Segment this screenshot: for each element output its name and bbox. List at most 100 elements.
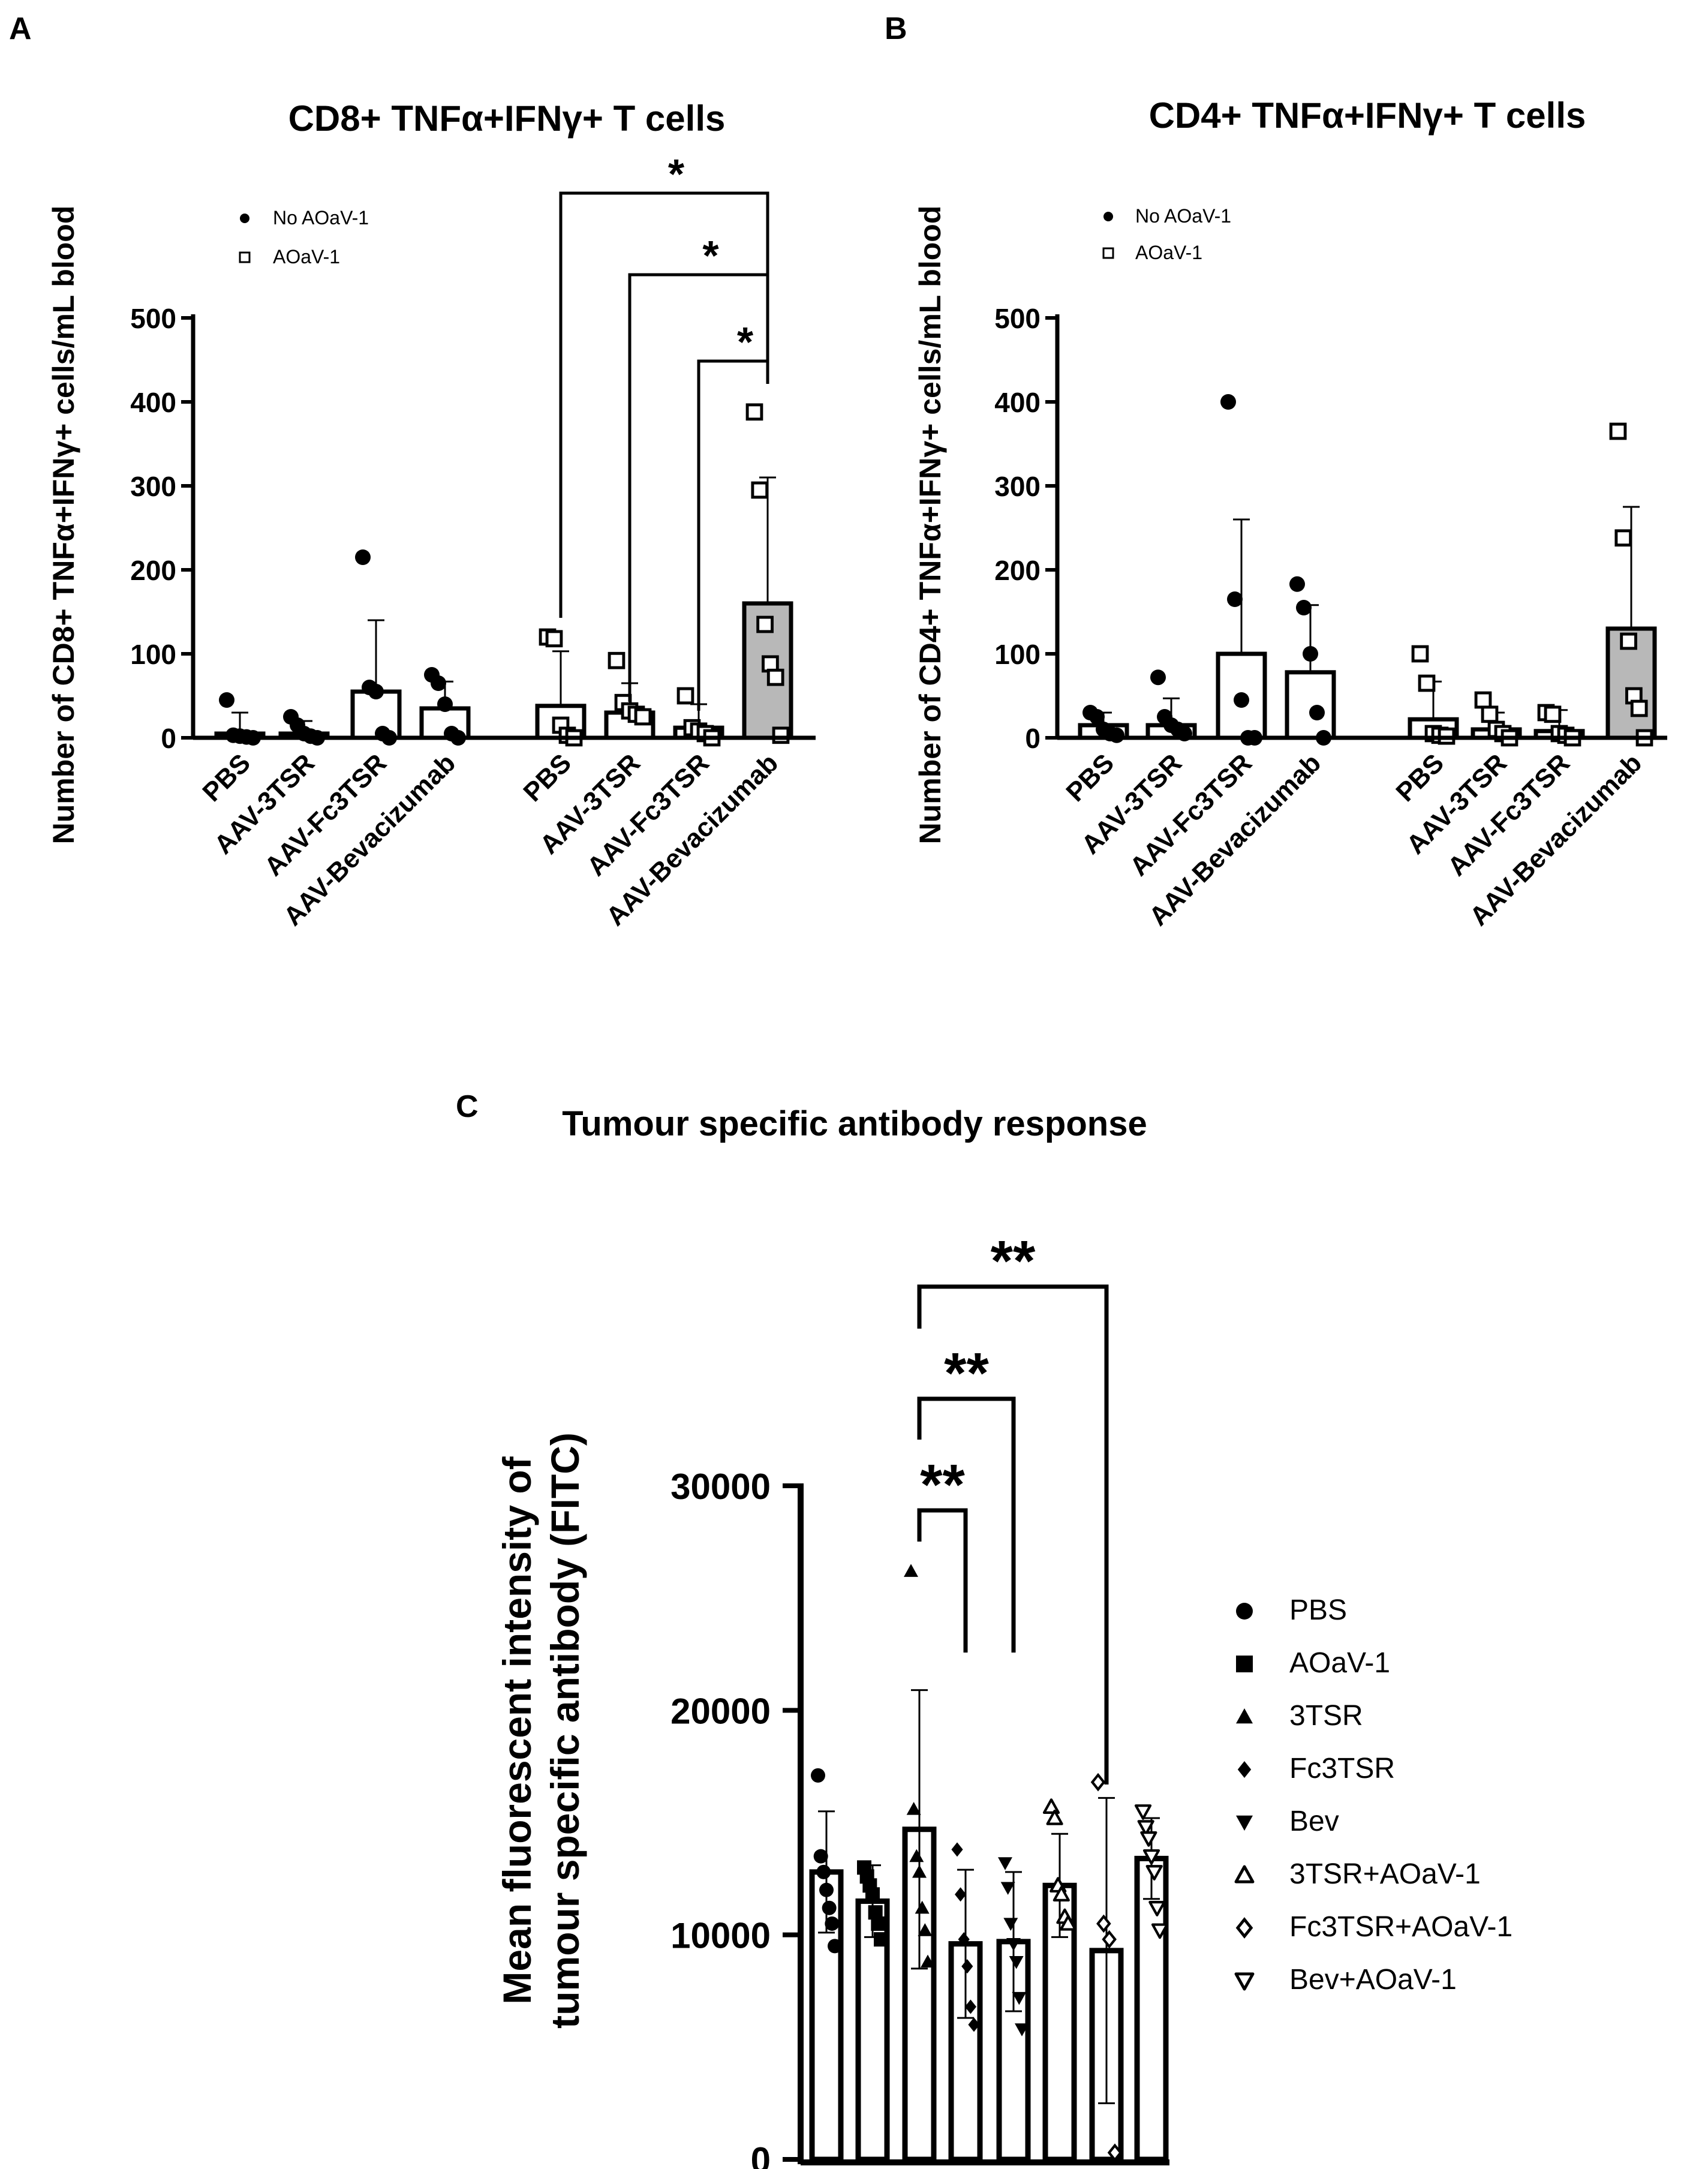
data-point: [608, 651, 626, 669]
significance-bracket: [917, 1284, 1109, 1785]
bar: [902, 1826, 937, 2162]
data-point: [968, 2017, 980, 2032]
legend-label: Fc3TSR: [1289, 1753, 1395, 1785]
legend-aoav-icon: [1102, 247, 1114, 259]
data-point: [955, 1887, 967, 1902]
data-point: [431, 675, 446, 691]
data-point: [1234, 692, 1249, 708]
data-point: [1289, 576, 1305, 592]
significance-label: **: [920, 1453, 965, 1517]
data-point: [1151, 1923, 1169, 1939]
legend-marker: [1235, 1917, 1253, 1939]
panel-c-legend: PBS AOaV-1 3TSR Fc3TSR Bev 3TSR+AOaV-1 Fc3TSR+…: [1234, 1594, 1512, 1996]
legend-no-aoav-label: No AOaV-1: [273, 207, 369, 229]
data-point: [1630, 699, 1648, 717]
significance-bracket: [917, 1508, 968, 1653]
data-point: [1015, 2023, 1029, 2036]
data-point: [1107, 2143, 1123, 2162]
panel-c-label: C: [456, 1089, 479, 1124]
legend-no-aoav-icon: [240, 214, 249, 223]
legend-no-aoav-icon: [1103, 212, 1113, 221]
panel-c-ylabel-line1: Mean fluorescent intensity of: [495, 1456, 539, 2004]
data-point: [1109, 727, 1124, 743]
data-point: [545, 630, 563, 648]
data-point: [918, 1923, 933, 1936]
data-point: [906, 1802, 921, 1815]
panel-a-label: A: [9, 11, 32, 46]
significance-label: **: [944, 1341, 989, 1405]
data-point: [912, 1864, 927, 1878]
data-point: [1411, 645, 1429, 663]
y-tick-label: 500: [130, 303, 176, 334]
data-point: [1474, 691, 1492, 709]
panel-c-title: Tumour specific antibody response: [562, 1104, 1147, 1143]
data-point: [1053, 1886, 1070, 1901]
significance-label: *: [668, 151, 685, 197]
data-point: [828, 1939, 842, 1954]
panel-a-legend: No AOaV-1 AOaV-1: [239, 207, 369, 268]
legend-no-aoav-label: No AOaV-1: [1135, 205, 1231, 227]
y-tick-label: 20000: [670, 1691, 771, 1731]
y-tick-label: 300: [130, 471, 176, 502]
data-point: [1134, 1804, 1152, 1820]
data-point: [1150, 669, 1166, 686]
y-tick-label: 400: [994, 387, 1041, 418]
legend-aoav-icon: [239, 251, 251, 263]
data-point: [1142, 1849, 1160, 1865]
data-point: [1059, 1915, 1077, 1931]
data-point: [745, 403, 763, 421]
significance-label: *: [737, 319, 754, 365]
legend-label: 3TSR+AOaV-1: [1289, 1858, 1481, 1890]
legend-label: Fc3TSR+AOaV-1: [1289, 1911, 1512, 1943]
panel-a-ylabel: Number of CD8+ TNFα+IFNγ+ cells/mL blood: [47, 206, 80, 845]
data-point: [1227, 591, 1243, 607]
data-point: [1620, 632, 1637, 650]
y-tick-label: 100: [994, 639, 1041, 670]
y-tick-label: 500: [994, 303, 1041, 334]
y-tick-label: 400: [130, 387, 176, 418]
legend-marker: [1234, 1865, 1255, 1883]
y-tick-label: 200: [130, 555, 176, 586]
y-tick-label: 200: [994, 555, 1041, 586]
data-point: [813, 1849, 828, 1864]
significance-label: *: [702, 232, 719, 279]
legend-label: 3TSR: [1289, 1700, 1363, 1732]
panel-b-title: CD4+ TNFα+IFNγ+ T cells: [1149, 95, 1586, 136]
data-point: [1296, 600, 1312, 615]
data-point: [355, 549, 371, 565]
y-tick-label: 30000: [670, 1467, 771, 1507]
data-point: [1614, 529, 1632, 547]
data-point: [921, 1954, 935, 1968]
y-tick-label: 300: [994, 471, 1041, 502]
significance-bracket: [917, 1396, 1016, 1653]
significance-label: **: [991, 1229, 1036, 1293]
data-point: [915, 1900, 930, 1914]
data-point: [1096, 1914, 1111, 1933]
bar: [1042, 1882, 1077, 2162]
data-point: [871, 1916, 886, 1931]
legend-marker: [1236, 1603, 1253, 1620]
data-point: [811, 1768, 825, 1783]
bar: [1285, 670, 1336, 740]
data-point: [951, 1842, 963, 1857]
data-point: [634, 708, 652, 726]
legend-label: Bev: [1289, 1806, 1339, 1837]
panel-b-ylabel: Number of CD4+ TNFα+IFNγ+ cells/mL blood: [913, 206, 947, 845]
data-point: [825, 1916, 840, 1931]
data-point: [1000, 1882, 1015, 1895]
data-point: [1089, 709, 1105, 725]
data-point: [998, 1857, 1012, 1870]
data-point: [766, 668, 784, 686]
data-point: [368, 684, 384, 699]
data-point: [1012, 1991, 1027, 2005]
data-point: [1544, 705, 1562, 723]
y-tick-label: 0: [751, 2140, 771, 2169]
data-point: [964, 1999, 976, 2014]
data-point: [874, 1932, 888, 1947]
legend-marker: [1237, 1761, 1252, 1778]
significance-bracket: [697, 359, 769, 711]
legend-aoav-label: AOaV-1: [1135, 242, 1202, 263]
data-point: [1042, 1798, 1060, 1814]
data-point: [958, 1932, 970, 1947]
